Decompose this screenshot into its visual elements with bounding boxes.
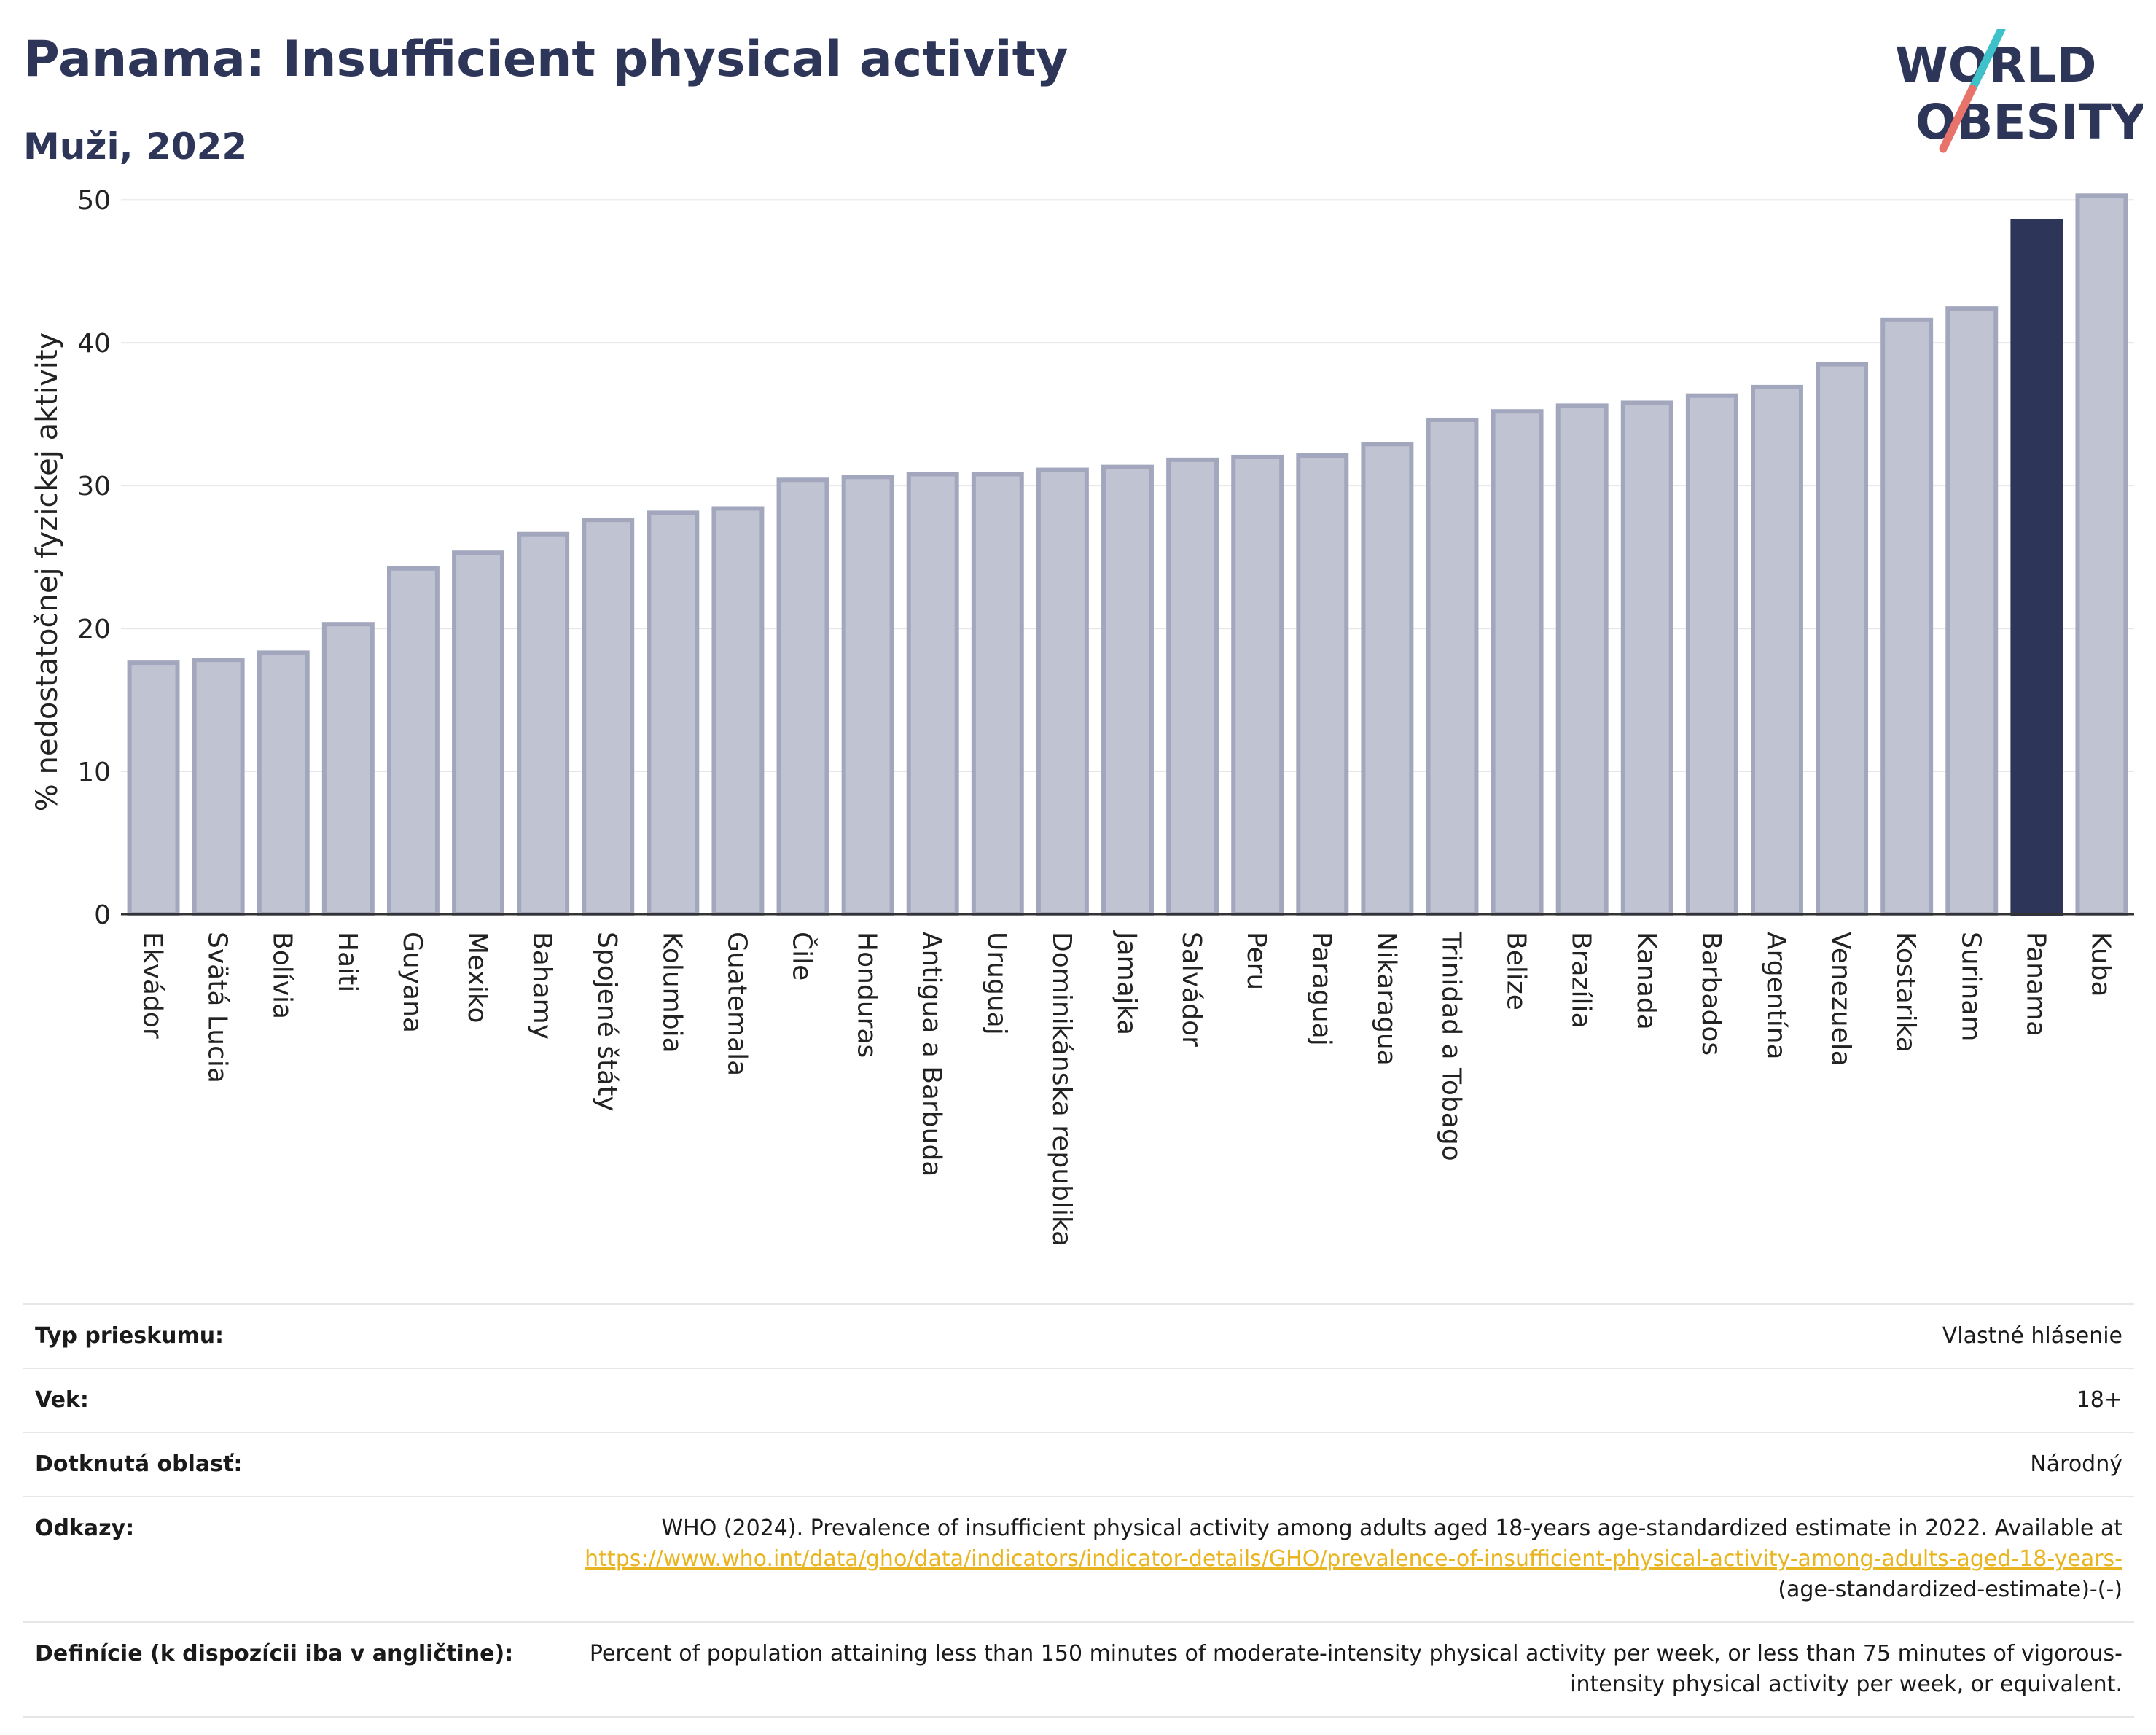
reference-link[interactable]: https://www.who.int/data/gho/data/indica… <box>585 1546 2122 1572</box>
info-value: WHO (2024). Prevalence of insufficient p… <box>557 1496 2134 1622</box>
bar-20 <box>1426 417 1479 916</box>
info-key: Dotknutá oblasť: <box>23 1432 557 1497</box>
info-key: Typ prieskumu: <box>23 1303 557 1368</box>
info-table: Typ prieskumu: Vlastné hlásenie Vek: 18+ Dot… <box>23 1303 2134 1718</box>
x-tick-label: Argentína <box>1761 932 1791 1060</box>
x-tick-label: Svätá Lucia <box>203 932 233 1083</box>
info-row-references: Odkazy: WHO (2024). Prevalence of insuffi… <box>23 1496 2134 1622</box>
x-tick-label: Antigua a Barbuda <box>917 932 947 1177</box>
bar-9 <box>711 506 765 916</box>
x-tick-label: Mexiko <box>462 932 492 1023</box>
info-value: Národný <box>557 1432 2134 1497</box>
logo-slash-teal <box>1968 29 2006 93</box>
bar-6 <box>517 531 570 916</box>
x-tick-label: Jamajka <box>1112 930 1141 1035</box>
bar-27 <box>1880 317 1934 916</box>
bar-5 <box>452 550 504 916</box>
bar-30 <box>2075 193 2128 916</box>
x-tick-label: Kolumbia <box>657 932 687 1053</box>
x-tick-label: Salvádor <box>1176 932 1206 1047</box>
bar-16 <box>1166 457 1219 916</box>
bar-24 <box>1685 393 1738 916</box>
bar-3 <box>321 622 375 916</box>
bar-12 <box>906 472 959 916</box>
info-row: Dotknutá oblasť: Národný <box>23 1432 2134 1497</box>
x-tick-label: Venezuela <box>1826 932 1856 1067</box>
info-key: Vek: <box>23 1368 557 1432</box>
bar-8 <box>647 510 700 916</box>
bar-23 <box>1620 400 1673 916</box>
x-tick-label: Dominikánska republika <box>1047 932 1077 1247</box>
x-tick-label: Uruguaj <box>982 932 1012 1035</box>
x-tick-label: Kuba <box>2085 932 2115 997</box>
x-tick-label: Panama <box>2020 932 2050 1037</box>
y-tick-label: 50 <box>77 186 111 216</box>
y-tick-label: 40 <box>77 329 111 359</box>
x-tick-label: Belize <box>1501 932 1531 1010</box>
logo-slash-coral <box>1939 85 1977 153</box>
x-tick-label: Peru <box>1241 932 1271 990</box>
bar-13 <box>971 472 1024 916</box>
bar-11 <box>841 475 894 916</box>
bar-chart: 0 10 20 30 40 50 % nedostatočnej fyzickej akti… <box>31 186 2134 1247</box>
bar-28 <box>1945 306 1999 917</box>
bar-26 <box>1816 362 1869 916</box>
bar-14 <box>1036 467 1089 916</box>
x-tick-label: Nikaragua <box>1371 932 1401 1066</box>
bar-1 <box>192 658 245 916</box>
info-value: 18+ <box>557 1368 2134 1432</box>
bar-22 <box>1555 403 1609 916</box>
info-key: Definície (k dispozícii iba v angličtine… <box>23 1621 557 1718</box>
x-tick-label: Barbados <box>1696 932 1726 1056</box>
x-tick-label: Čile <box>787 932 818 980</box>
info-row: Vek: 18+ <box>23 1368 2134 1432</box>
x-tick-label: Paraguaj <box>1306 932 1336 1046</box>
bar-18 <box>1296 453 1349 916</box>
bar-15 <box>1101 464 1154 916</box>
bar-2 <box>257 650 310 916</box>
x-tick-label: Guyana <box>397 932 427 1033</box>
bar-21 <box>1491 409 1544 916</box>
info-row-definitions: Definície (k dispozícii iba v angličtine… <box>23 1621 2134 1718</box>
world-obesity-logo: WORLD OBESITY <box>1895 29 2143 153</box>
info-key: Odkazy: <box>23 1496 557 1622</box>
x-tick-label: Kanada <box>1631 932 1661 1030</box>
page-subtitle: Muži, 2022 <box>23 125 248 168</box>
bar-29 <box>2010 219 2063 916</box>
y-tick-label: 30 <box>77 472 111 502</box>
x-tick-label: Trinidad a Tobago <box>1436 931 1466 1161</box>
bar-19 <box>1361 442 1414 916</box>
info-value: Vlastné hlásenie <box>557 1303 2134 1368</box>
y-tick-label: 20 <box>77 615 111 644</box>
x-tick-label: Bolívia <box>267 932 297 1019</box>
x-tick-label: Surinam <box>1956 932 1985 1041</box>
x-tick-label: Guatemala <box>722 932 751 1076</box>
y-axis-label: % nedostatočnej fyzickej aktivity <box>31 332 64 811</box>
bar-10 <box>776 477 829 916</box>
info-row: Typ prieskumu: Vlastné hlásenie <box>23 1303 2134 1368</box>
x-tick-label: Brazília <box>1566 932 1596 1029</box>
x-tick-label: Honduras <box>852 932 882 1058</box>
x-tick-label: Spojené štáty <box>592 932 622 1112</box>
x-tick-label: Kostarika <box>1891 932 1921 1053</box>
info-value: Percent of population attaining less tha… <box>557 1621 2134 1718</box>
x-tick-label: Ekvádor <box>138 932 168 1039</box>
page-title: Panama: Insufficient physical activity <box>23 31 1069 88</box>
y-tick-label: 0 <box>94 900 111 930</box>
y-tick-label: 10 <box>77 757 111 787</box>
bar-0 <box>127 660 180 916</box>
bar-4 <box>386 566 440 916</box>
x-tick-label: Haiti <box>332 932 362 992</box>
x-tick-label: Bahamy <box>527 932 557 1040</box>
bar-17 <box>1231 454 1284 916</box>
bar-25 <box>1751 384 1803 916</box>
bar-7 <box>582 518 635 916</box>
